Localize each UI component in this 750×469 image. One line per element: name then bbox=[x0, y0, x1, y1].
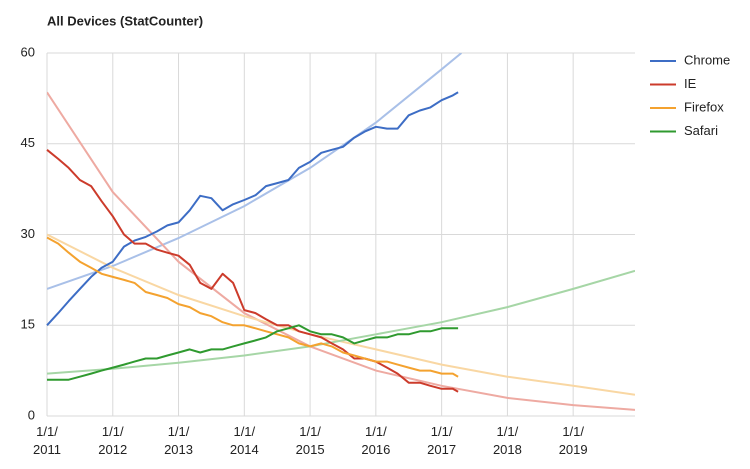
legend-label: Safari bbox=[684, 123, 718, 138]
x-tick-label: 1/1/2019 bbox=[559, 424, 588, 457]
y-tick-label: 45 bbox=[21, 135, 35, 150]
chart-title: All Devices (StatCounter) bbox=[47, 13, 203, 28]
trend-line bbox=[47, 53, 463, 290]
y-tick-label: 30 bbox=[21, 226, 35, 241]
x-tick-label: 1/1/2012 bbox=[98, 424, 127, 457]
series-line bbox=[46, 236, 459, 378]
trend-line bbox=[47, 233, 635, 396]
x-tick-label: 1/1/2016 bbox=[361, 424, 390, 457]
trend-line bbox=[47, 269, 635, 375]
x-tick-label: 1/1/2015 bbox=[296, 424, 325, 457]
legend-label: Chrome bbox=[684, 52, 730, 67]
series-line bbox=[46, 149, 459, 393]
y-tick-label: 0 bbox=[28, 407, 35, 422]
legend-label: IE bbox=[684, 76, 697, 91]
y-tick-label: 15 bbox=[21, 317, 35, 332]
x-tick-label: 1/1/2017 bbox=[427, 424, 456, 457]
x-tick-label: 1/1/2014 bbox=[230, 424, 259, 457]
y-tick-label: 60 bbox=[21, 44, 35, 59]
series-line bbox=[47, 324, 459, 381]
series-line bbox=[46, 91, 459, 326]
x-tick-label: 1/1/2013 bbox=[164, 424, 193, 457]
x-tick-label: 1/1/2018 bbox=[493, 424, 522, 457]
legend-label: Firefox bbox=[684, 99, 724, 114]
x-tick-label: 1/1/2011 bbox=[33, 424, 61, 457]
trend-line bbox=[47, 91, 635, 411]
